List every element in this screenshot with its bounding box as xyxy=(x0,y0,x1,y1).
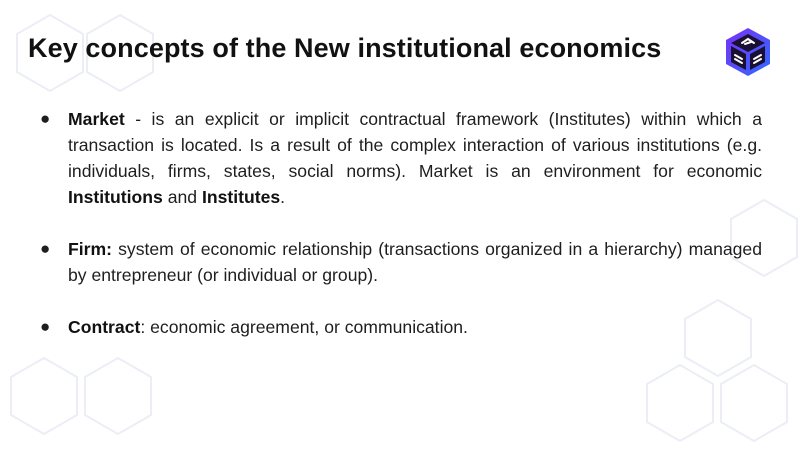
hexagon-outline xyxy=(646,363,714,443)
hexagon-outline xyxy=(10,356,78,436)
bullet-dot: ● xyxy=(40,317,51,336)
term-market: Market xyxy=(68,109,125,129)
hexagon-outline xyxy=(684,298,752,378)
bold-term-institutions: Institutions xyxy=(68,187,163,207)
trailing-period: . xyxy=(280,187,286,207)
hexagon-outline xyxy=(16,13,84,93)
bullet-dot: ● xyxy=(40,239,51,258)
list-item-firm: ● Firm: system of economic relationship … xyxy=(40,236,762,288)
hexagon-outline xyxy=(720,363,788,443)
list-item-contract: ● Contract: economic agreement, or commu… xyxy=(40,314,762,340)
definition-text: : economic agreement, or communication. xyxy=(140,317,468,337)
bold-term-institutes: Institutes xyxy=(201,187,281,207)
concept-list: ● Market - is an explicit or implicit co… xyxy=(40,106,762,340)
cube-logo-icon xyxy=(726,28,770,76)
hexagon-outline xyxy=(730,198,798,278)
bullet-dot: ● xyxy=(40,109,51,128)
term-firm: Firm: xyxy=(68,239,112,259)
definition-text: - is an explicit or implicit contractual… xyxy=(68,109,762,181)
connector-text: and xyxy=(162,187,202,207)
slide-title: Key concepts of the New institutional ec… xyxy=(28,33,662,63)
term-contract: Contract xyxy=(68,317,141,337)
hexagon-outline xyxy=(86,13,154,93)
definition-text: system of economic relationship (transac… xyxy=(68,239,762,285)
hexagon-outline xyxy=(84,356,152,436)
list-item-market: ● Market - is an explicit or implicit co… xyxy=(40,106,762,210)
